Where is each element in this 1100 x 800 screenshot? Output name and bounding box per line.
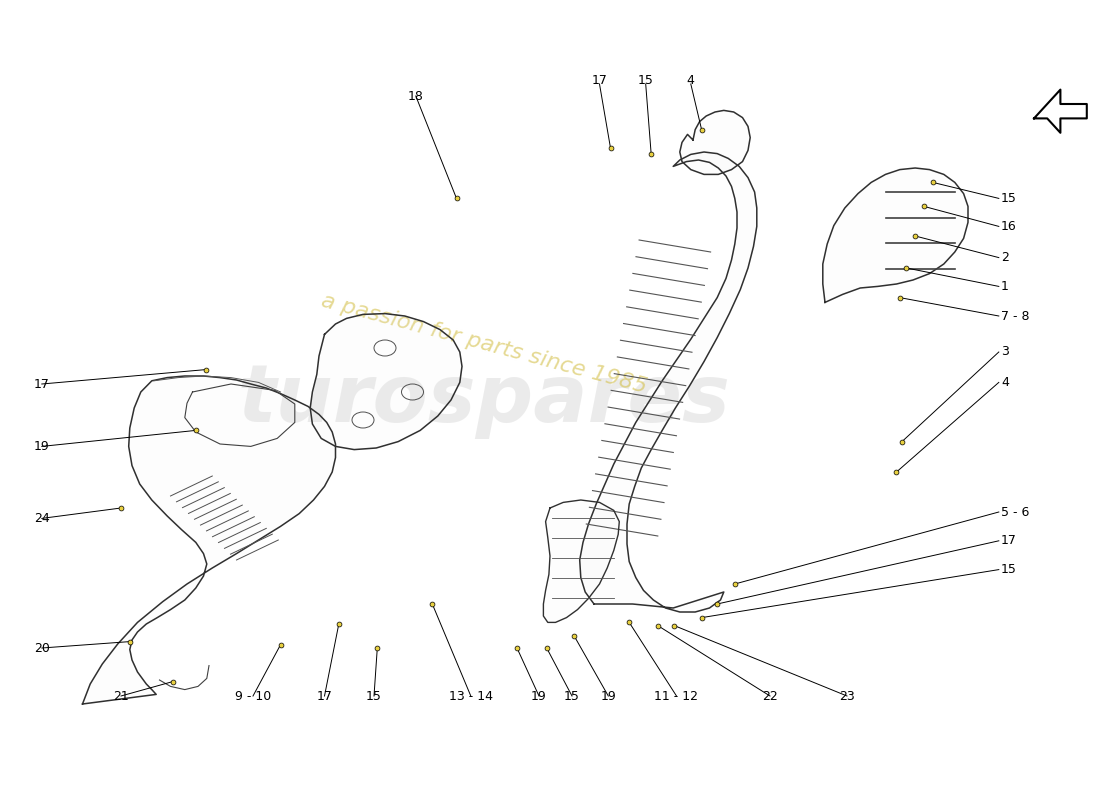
Text: 11 - 12: 11 - 12 bbox=[654, 690, 698, 702]
Text: 17: 17 bbox=[317, 690, 332, 702]
Text: 17: 17 bbox=[592, 74, 607, 86]
Polygon shape bbox=[310, 314, 462, 450]
Text: 17: 17 bbox=[34, 378, 50, 390]
Text: 23: 23 bbox=[839, 690, 855, 702]
Text: 17: 17 bbox=[1001, 534, 1016, 547]
Text: 7 - 8: 7 - 8 bbox=[1001, 310, 1030, 322]
Text: 18: 18 bbox=[408, 90, 424, 102]
Text: 21: 21 bbox=[113, 690, 129, 702]
Polygon shape bbox=[543, 500, 619, 622]
Text: 2: 2 bbox=[1001, 251, 1009, 264]
Polygon shape bbox=[82, 376, 336, 704]
Text: 3: 3 bbox=[1001, 346, 1009, 358]
Text: 15: 15 bbox=[638, 74, 653, 86]
Text: 19: 19 bbox=[601, 690, 616, 702]
Text: 5 - 6: 5 - 6 bbox=[1001, 506, 1030, 518]
Text: 20: 20 bbox=[34, 642, 50, 654]
Text: 4: 4 bbox=[1001, 376, 1009, 389]
Text: 4: 4 bbox=[686, 74, 695, 86]
Text: 24: 24 bbox=[34, 512, 50, 525]
Text: 9 - 10: 9 - 10 bbox=[235, 690, 271, 702]
Text: 15: 15 bbox=[366, 690, 382, 702]
Text: 15: 15 bbox=[1001, 563, 1016, 576]
Text: 13 - 14: 13 - 14 bbox=[449, 690, 493, 702]
Text: 15: 15 bbox=[1001, 192, 1016, 205]
Text: 22: 22 bbox=[762, 690, 778, 702]
Text: 16: 16 bbox=[1001, 220, 1016, 233]
Polygon shape bbox=[580, 152, 757, 612]
Text: 1: 1 bbox=[1001, 280, 1009, 293]
Text: 15: 15 bbox=[564, 690, 580, 702]
Polygon shape bbox=[680, 110, 750, 174]
Text: a passion for parts since 1985: a passion for parts since 1985 bbox=[319, 291, 649, 397]
Text: 19: 19 bbox=[531, 690, 547, 702]
Text: turospares: turospares bbox=[238, 361, 730, 439]
Polygon shape bbox=[823, 168, 968, 302]
Text: 19: 19 bbox=[34, 440, 50, 453]
